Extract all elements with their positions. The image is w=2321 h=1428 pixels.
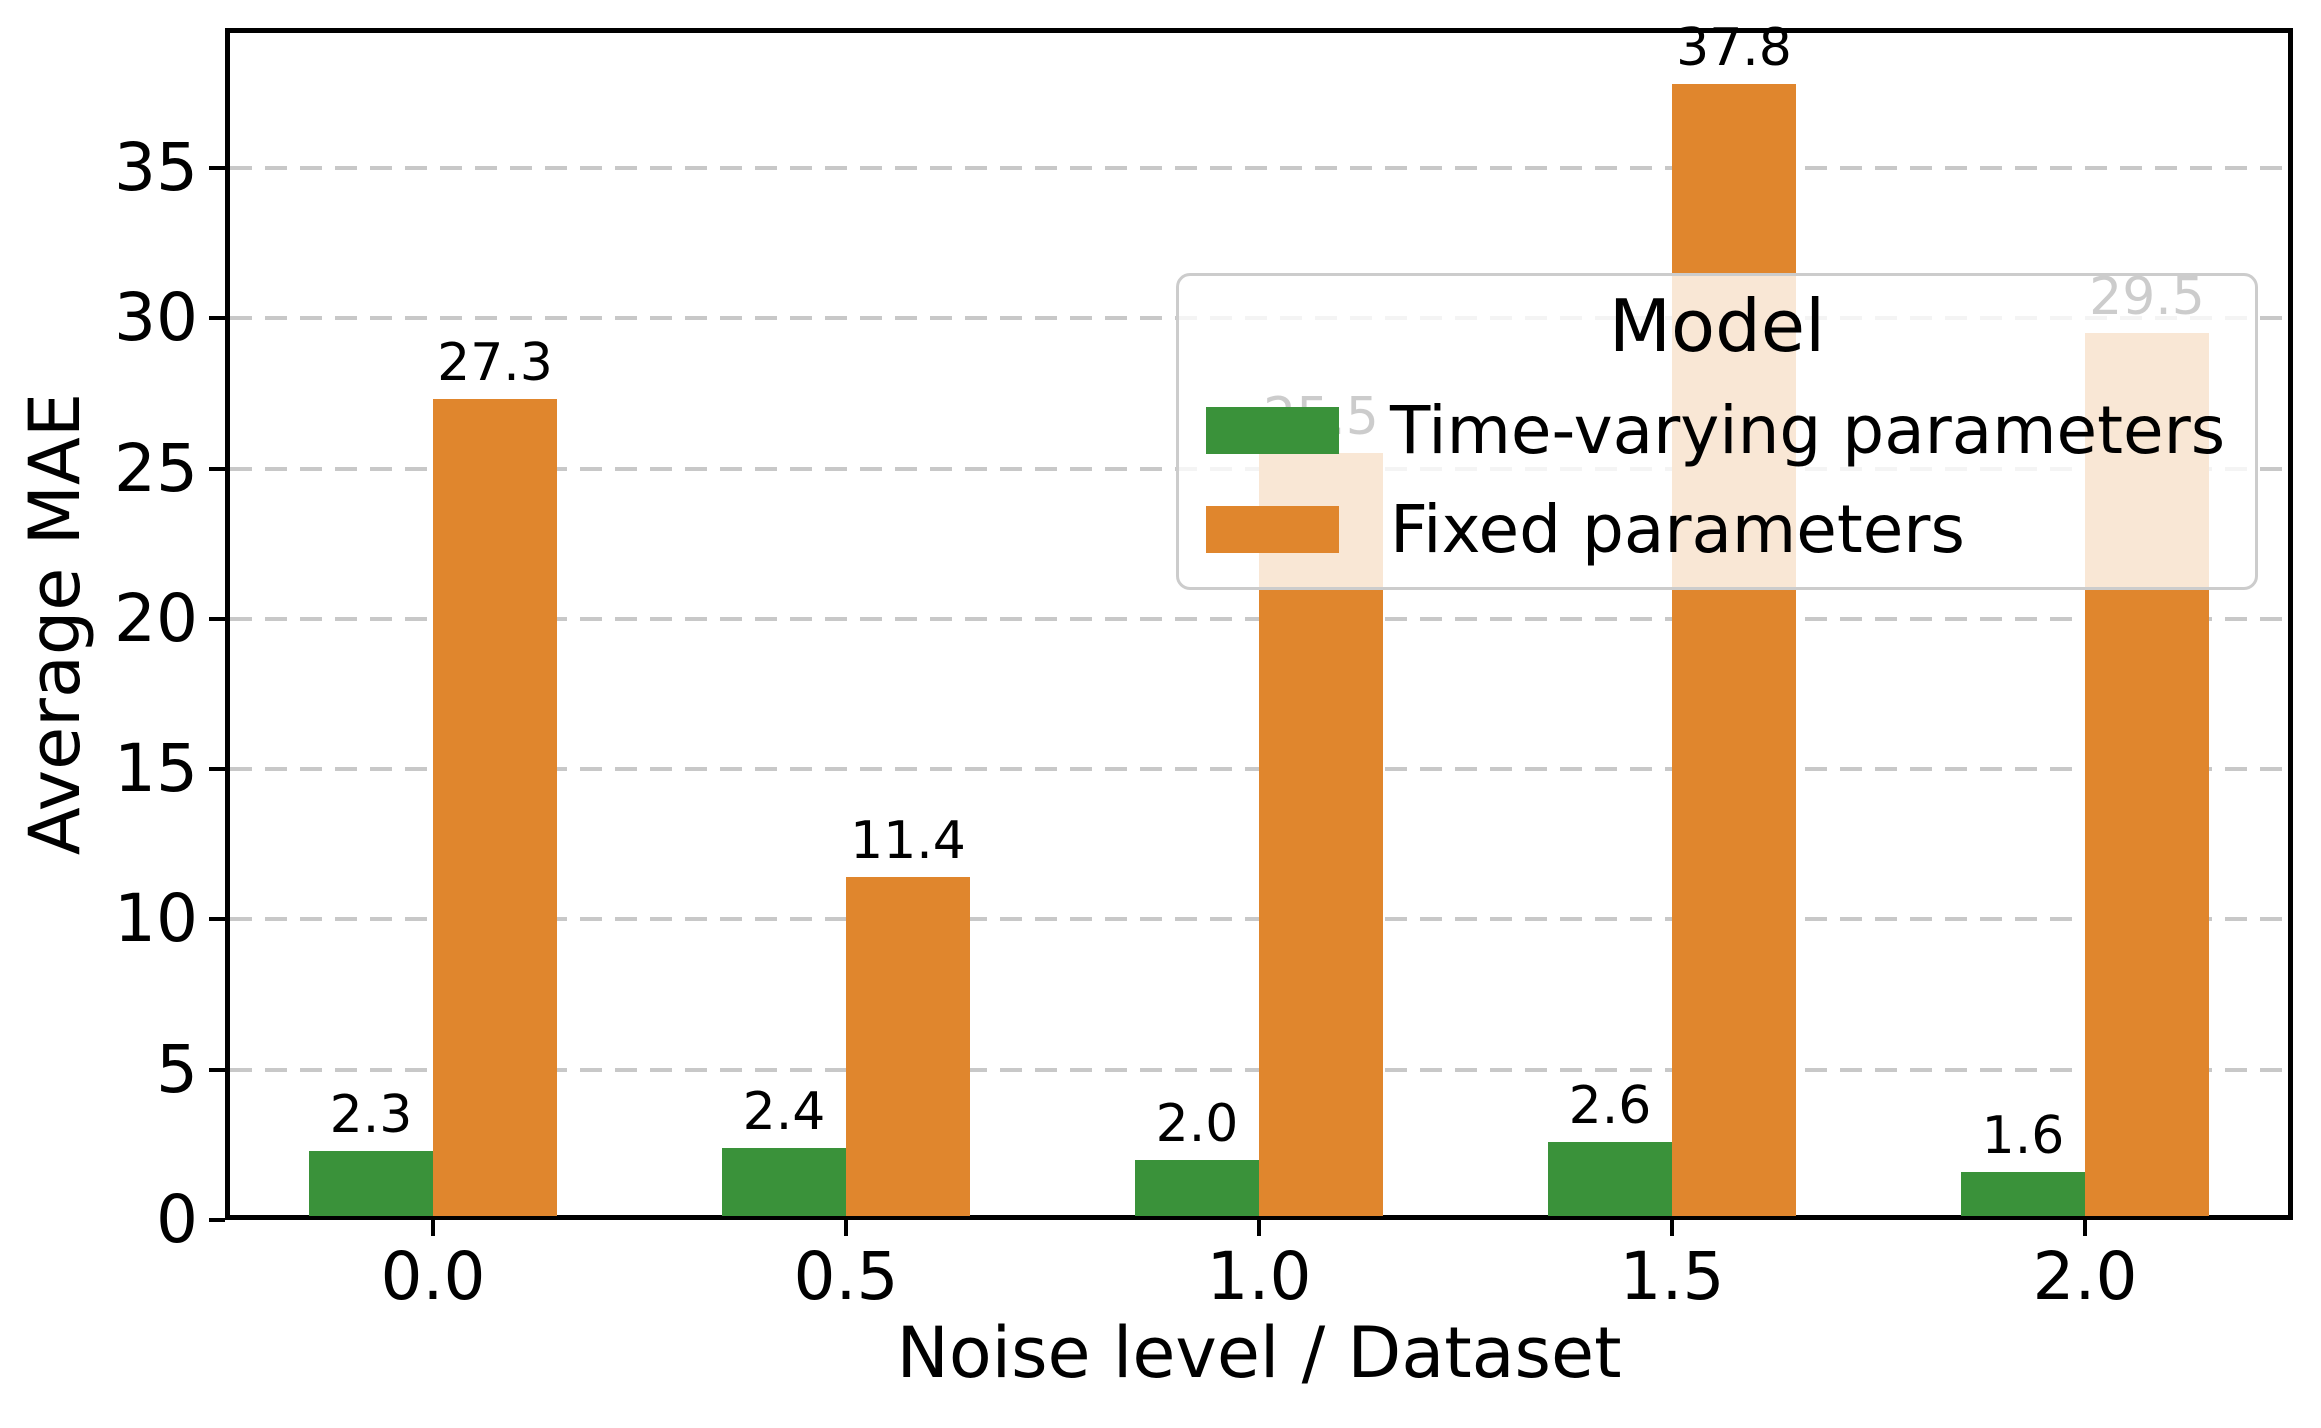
legend-title: Model: [1608, 284, 1826, 368]
y-tick-mark: [209, 1218, 225, 1222]
bar-value-label: 11.4: [850, 811, 966, 872]
bar-value-label: 2.0: [1155, 1093, 1239, 1154]
y-tick-label: 35: [114, 128, 198, 206]
y-tick-mark: [209, 165, 225, 170]
bar-value-label: 37.8: [1676, 17, 1792, 78]
x-tick-mark: [1257, 1220, 1261, 1236]
x-tick-label: 0.5: [793, 1238, 899, 1315]
y-tick-mark: [209, 466, 225, 471]
y-tick-mark: [209, 917, 225, 922]
x-tick-mark: [844, 1220, 848, 1236]
bar-value-label: 2.3: [329, 1084, 413, 1145]
legend-label-time-varying: Time-varying parameters: [1390, 392, 2226, 469]
bar-time-varying-parameters: [722, 1147, 846, 1216]
gridline: [230, 165, 2288, 170]
x-tick-label: 1.0: [1206, 1238, 1312, 1315]
plot-area: [225, 28, 2293, 1220]
x-tick-mark: [431, 1220, 435, 1236]
x-axis-label: Noise level / Dataset: [896, 1312, 1622, 1394]
bar-time-varying-parameters: [1135, 1159, 1259, 1216]
legend: Model Time-varying parameters Fixed para…: [1176, 273, 2258, 590]
x-tick-label: 1.5: [1619, 1238, 1725, 1315]
legend-swatch-time-varying: [1206, 407, 1339, 454]
bar-time-varying-parameters: [1961, 1171, 2085, 1216]
x-tick-label: 0.0: [380, 1238, 486, 1315]
y-tick-label: 15: [114, 730, 198, 808]
bar-time-varying-parameters: [309, 1150, 433, 1216]
y-tick-label: 0: [156, 1181, 198, 1258]
bar-fixed-parameters: [1672, 83, 1796, 1216]
y-tick-label: 25: [114, 429, 198, 507]
x-tick-mark: [2083, 1220, 2087, 1236]
y-tick-label: 20: [114, 579, 198, 657]
bar-value-label: 27.3: [437, 333, 553, 394]
x-tick-label: 2.0: [2032, 1238, 2138, 1315]
x-tick-mark: [1670, 1220, 1674, 1236]
y-tick-label: 5: [156, 1030, 198, 1108]
bar-value-label: 2.4: [742, 1081, 826, 1142]
legend-swatch-fixed: [1206, 506, 1339, 553]
bar-time-varying-parameters: [1548, 1141, 1672, 1216]
legend-label-fixed: Fixed parameters: [1390, 491, 1965, 568]
bar-value-label: 1.6: [1981, 1105, 2065, 1166]
y-tick-label: 10: [114, 880, 198, 958]
y-tick-label: 30: [114, 279, 198, 357]
bar-value-label: 2.6: [1568, 1075, 1652, 1136]
y-tick-mark: [209, 767, 225, 772]
y-axis-label: Average MAE: [14, 392, 96, 856]
y-tick-mark: [209, 616, 225, 621]
y-tick-mark: [209, 316, 225, 321]
bar-fixed-parameters: [846, 877, 970, 1216]
y-tick-mark: [209, 1067, 225, 1072]
bar-fixed-parameters: [433, 399, 557, 1216]
